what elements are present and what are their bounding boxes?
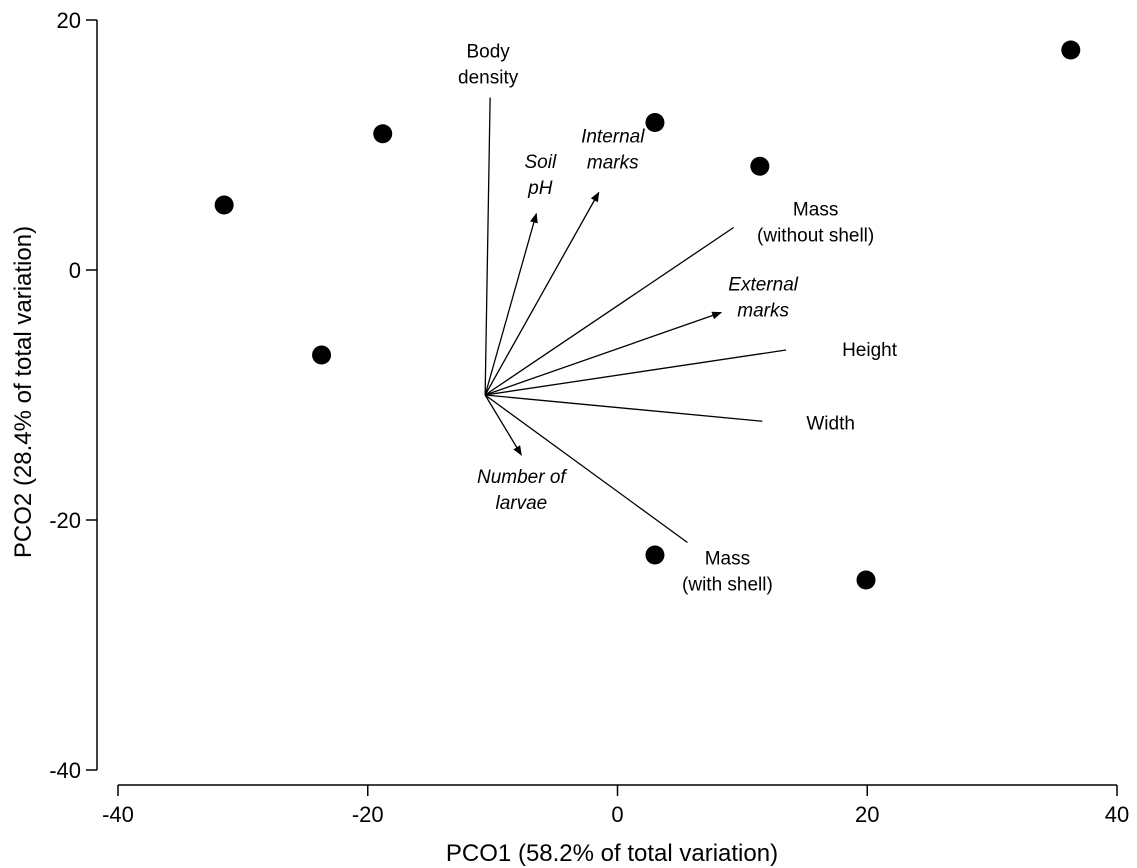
data-point [373,124,393,144]
x-axis-title: PCO1 (58.2% of total variation) [446,840,778,867]
data-point [856,570,876,590]
x-tick-label: -40 [102,802,134,827]
data-point [645,113,665,132]
data-point [1061,40,1081,60]
vector-line [484,191,600,396]
vector-line [485,349,787,396]
vector-line [484,394,688,544]
vector-label: Number of larvae [477,467,567,514]
data-point [214,195,234,215]
vector-label: Width [806,413,855,434]
vector-label: Mass (with shell) [682,549,773,596]
vector-label: Soil pH [524,152,556,199]
x-tick-label: -20 [352,802,384,827]
axes: -40 -20 0 20 40 -40 -20 0 20 [49,8,1129,827]
y-tick-label: 20 [57,8,81,33]
vector-line [484,226,734,396]
x-tick-label: 20 [855,802,879,827]
vector-label: Internal marks [581,127,645,174]
y-tick-label: -20 [49,508,81,533]
y-tick-label: 0 [69,258,81,283]
data-point [645,545,665,565]
data-point [312,345,332,365]
vector-line [484,311,723,396]
y-axis-title: PCO2 (28.4% of total variation) [10,226,37,558]
vector-label: Mass (without shell) [757,200,874,247]
y-tick-label: -40 [49,758,81,783]
vector-label: Body density [458,42,519,89]
vector-line [484,394,522,456]
data-point [750,156,770,176]
vector-line [484,212,538,396]
vector-label: Height [842,340,898,361]
vector-line [485,394,763,422]
vector-line [484,97,491,396]
vectors: Body density Soil pH Internal marks Mass (witho… [458,42,898,596]
data-points [214,40,1081,590]
vector-label: External marks [728,275,798,322]
x-tick-label: 0 [611,802,623,827]
x-tick-label: 40 [1105,802,1129,827]
